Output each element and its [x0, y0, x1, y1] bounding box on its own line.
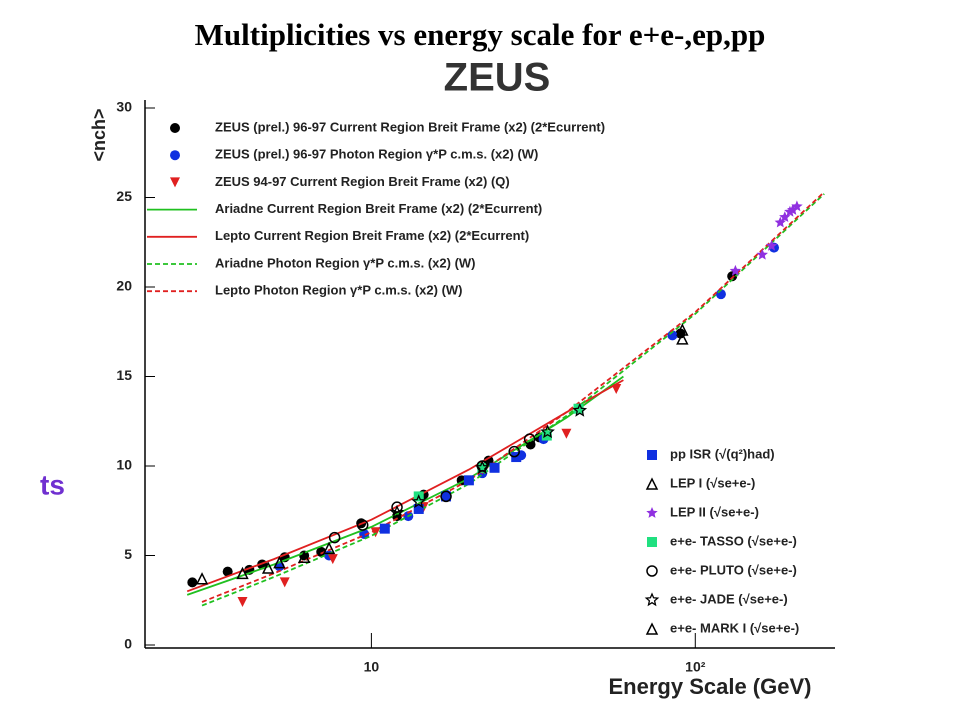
legend-label: Ariadne Current Region Breit Frame (x2) …	[215, 201, 542, 216]
legend-label: Lepto Current Region Breit Frame (x2) (2…	[215, 228, 529, 243]
slide-title: Multiplicities vs energy scale for e+e-,…	[195, 17, 766, 52]
y-tick-label: 5	[124, 546, 132, 562]
marker	[774, 216, 786, 228]
marker	[474, 460, 490, 474]
legend-label: LEP I (√se+e-)	[670, 475, 755, 490]
marker	[489, 462, 500, 473]
marker	[356, 519, 369, 531]
y-tick-label: 10	[116, 457, 132, 473]
marker	[389, 504, 405, 519]
marker	[222, 566, 233, 577]
marker	[645, 477, 659, 490]
model-line	[186, 375, 624, 596]
marker	[676, 332, 689, 345]
marker	[236, 566, 249, 580]
marker	[316, 546, 327, 557]
marker	[391, 501, 403, 513]
marker	[328, 531, 341, 544]
y-tick-label: 25	[116, 188, 132, 204]
y-tick-label: 20	[116, 278, 132, 294]
marker	[170, 150, 180, 161]
x-tick-label: 10	[364, 659, 380, 675]
marker	[170, 177, 180, 188]
marker	[297, 550, 311, 564]
marker	[440, 490, 452, 503]
marker	[644, 592, 660, 607]
marker	[170, 123, 180, 133]
marker	[645, 622, 659, 635]
model-line	[201, 193, 825, 607]
marker	[779, 211, 791, 222]
annotation: ts	[40, 469, 65, 500]
marker	[322, 541, 336, 555]
legend-label: ZEUS (prel.) 96-97 Photon Region γ*P c.m…	[215, 147, 538, 162]
legend-label: ZEUS 94-97 Current Region Breit Frame (x…	[215, 174, 510, 189]
marker	[572, 402, 588, 417]
marker	[756, 248, 768, 260]
legend-label: Lepto Photon Region γ*P c.m.s. (x2) (W)	[215, 283, 463, 298]
marker	[646, 565, 658, 577]
marker	[411, 494, 427, 509]
model-line	[186, 379, 624, 593]
marker	[729, 264, 742, 276]
marker	[195, 572, 209, 585]
marker	[379, 523, 390, 534]
legend-label: e+e- JADE (√se+e-)	[670, 591, 788, 606]
marker	[646, 507, 658, 518]
legend-label: ZEUS (prel.) 96-97 Current Region Breit …	[215, 119, 605, 134]
marker	[647, 450, 657, 460]
marker	[187, 577, 198, 588]
marker	[237, 597, 248, 608]
marker	[413, 503, 424, 514]
marker	[784, 205, 796, 217]
marker	[273, 555, 286, 569]
marker	[540, 424, 555, 439]
marker	[647, 537, 657, 547]
marker	[787, 204, 799, 215]
y-tick-label: 30	[116, 99, 132, 115]
y-tick-label: 0	[124, 636, 132, 652]
marker	[523, 433, 536, 445]
legend-label: pp ISR (√(q²)had)	[670, 446, 775, 461]
legend-label: e+e- MARK I (√se+e-)	[670, 620, 799, 635]
marker	[279, 577, 290, 588]
legend-label: e+e- PLUTO (√se+e-)	[670, 562, 797, 577]
marker	[508, 445, 520, 458]
marker	[370, 527, 381, 538]
marker	[327, 554, 338, 565]
legend-label: e+e- TASSO (√se+e-)	[670, 533, 797, 548]
marker	[261, 561, 275, 574]
marker	[441, 491, 452, 502]
x-tick-label: 10²	[685, 659, 706, 675]
x-axis-label: Energy Scale (GeV)	[609, 674, 812, 699]
legend-label: Ariadne Photon Region γ*P c.m.s. (x2) (W…	[215, 255, 476, 270]
legend-label: LEP II (√se+e-)	[670, 504, 759, 519]
marker	[765, 239, 778, 251]
chart-subtitle: ZEUS	[444, 56, 551, 100]
marker	[463, 475, 474, 486]
y-axis-label: <nch>	[89, 108, 109, 161]
marker	[477, 462, 488, 473]
y-tick-label: 15	[116, 367, 132, 383]
marker	[561, 428, 572, 439]
marker	[791, 200, 803, 212]
